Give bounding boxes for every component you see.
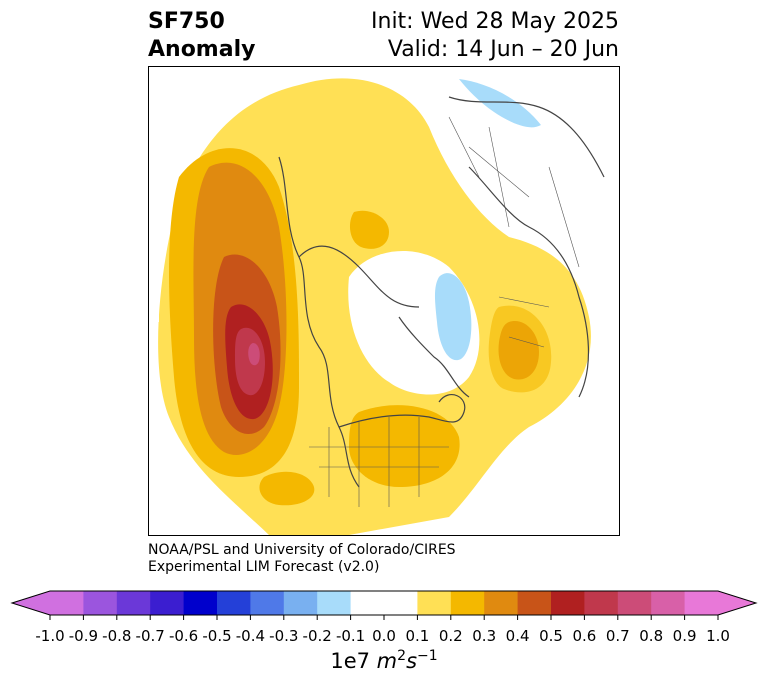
title-anomaly: Anomaly: [148, 37, 256, 62]
colorbar-swatch: [217, 591, 251, 615]
colorbar-swatch: [517, 591, 552, 615]
credit-line-1: NOAA/PSL and University of Colorado/CIRE…: [148, 542, 456, 558]
colorbar-swatch: [551, 591, 585, 615]
pacific-pink-core: [248, 343, 260, 366]
colorbar-swatch: [83, 591, 118, 615]
colorbar-swatch: [684, 591, 719, 615]
colorbar-tick-label: -0.9: [68, 627, 99, 645]
colorbar-swatch: [617, 591, 652, 615]
credit-line-2: Experimental LIM Forecast (v2.0): [148, 559, 380, 575]
init-date: Init: Wed 28 May 2025: [371, 9, 619, 34]
colorbar-tick-label: 1.0: [706, 627, 730, 645]
colorbar-tick-label: 0.5: [539, 627, 563, 645]
colorbar-swatch: [150, 591, 185, 615]
colorbar-swatch: [450, 591, 485, 615]
colorbar-tick-label: -0.1: [335, 627, 366, 645]
map-canvas: [149, 78, 605, 535]
unit-s: s: [406, 649, 418, 673]
colorbar-tick-label: -0.7: [135, 627, 165, 645]
colorbar-tick-label: 0.8: [639, 627, 664, 645]
colorbar-swatch: [651, 591, 686, 615]
colorbar-extend-min: [12, 591, 50, 615]
colorbar-tick-label: -0.2: [302, 627, 332, 645]
unit-s-exp: −1: [417, 648, 438, 664]
colorbar-extend-max: [718, 591, 756, 615]
colorbar-tick-label: 0.0: [372, 627, 396, 645]
colorbar-tick-label: 0.7: [605, 627, 630, 645]
canada-gold-region: [349, 210, 389, 249]
colorbar-tick-label: 0.1: [405, 627, 430, 645]
colorbar-tick-label: 0.6: [572, 627, 597, 645]
europe-gold-ring: [488, 305, 552, 393]
colorbar-swatch: [50, 591, 84, 615]
colorbar-tick-label: -0.4: [235, 627, 266, 645]
colorbar-swatch: [116, 591, 151, 615]
colorbar-swatch: [183, 591, 218, 615]
arctic-blue-region: [459, 79, 541, 128]
valid-range: Valid: 14 Jun – 20 Jun: [387, 37, 619, 62]
title-right: Init: Wed 28 May 2025 Valid: 14 Jun – 20…: [371, 8, 619, 64]
colorbar-swatch: [584, 591, 619, 615]
coastline-outlines: [278, 96, 605, 488]
colorbar-swatch: [417, 591, 452, 615]
colorbar-tick-label: -0.6: [168, 627, 199, 645]
colorbar-swatch: [283, 591, 318, 615]
colorbar-tick-label: 0.4: [505, 627, 530, 645]
colorbar-tick-label: -0.3: [269, 627, 299, 645]
title-variable: SF750: [148, 9, 225, 34]
us-east-gold-region: [349, 405, 460, 487]
edge-white-patch: [149, 287, 159, 322]
colorbar-tick-label: 0.2: [438, 627, 463, 645]
unit-prefix: 1e7: [330, 649, 370, 673]
colorbar-tick-label: -1.0: [35, 627, 65, 645]
colorbar-swatch: [384, 591, 418, 615]
colorbar-swatch: [250, 591, 285, 615]
colorbar-tick-label: -0.8: [102, 627, 132, 645]
colorbar-unit-label: 1e7 m2s−1: [330, 648, 437, 673]
unit-m-exp: 2: [397, 648, 407, 664]
colorbar-swatch: [350, 591, 385, 615]
arctic-sea-blue-region: [435, 273, 472, 361]
colorbar-tick-label: -0.5: [202, 627, 232, 645]
credit-text: NOAA/PSL and University of Colorado/CIRE…: [148, 542, 456, 576]
colorbar-tick-label: 0.9: [672, 627, 697, 645]
anomaly-map: [148, 66, 620, 536]
colorbar-swatch: [484, 591, 519, 615]
gulf-gold-region: [259, 471, 315, 506]
colorbar-tick-label: 0.3: [472, 627, 497, 645]
title-left: SF750 Anomaly: [148, 8, 255, 64]
political-borders: [309, 116, 580, 507]
unit-m: m: [376, 649, 398, 673]
colorbar-swatch: [317, 591, 352, 615]
colorbar: [10, 590, 758, 620]
